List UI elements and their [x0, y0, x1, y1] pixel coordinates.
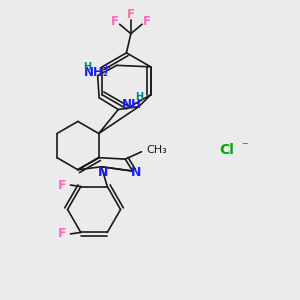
- Text: N: N: [98, 166, 108, 178]
- Text: H: H: [83, 62, 92, 72]
- Text: NH: NH: [122, 98, 142, 111]
- Text: +: +: [102, 63, 111, 73]
- Text: ⁻: ⁻: [241, 141, 247, 154]
- Text: F: F: [127, 8, 135, 21]
- Text: H: H: [135, 92, 143, 102]
- Text: F: F: [143, 15, 151, 28]
- Text: Cl: Cl: [219, 143, 234, 157]
- Text: F: F: [57, 178, 66, 192]
- Text: F: F: [111, 15, 119, 28]
- Text: F: F: [57, 227, 66, 240]
- Text: CH₃: CH₃: [146, 145, 166, 155]
- Text: NH₂: NH₂: [84, 66, 109, 79]
- Text: N: N: [131, 166, 141, 179]
